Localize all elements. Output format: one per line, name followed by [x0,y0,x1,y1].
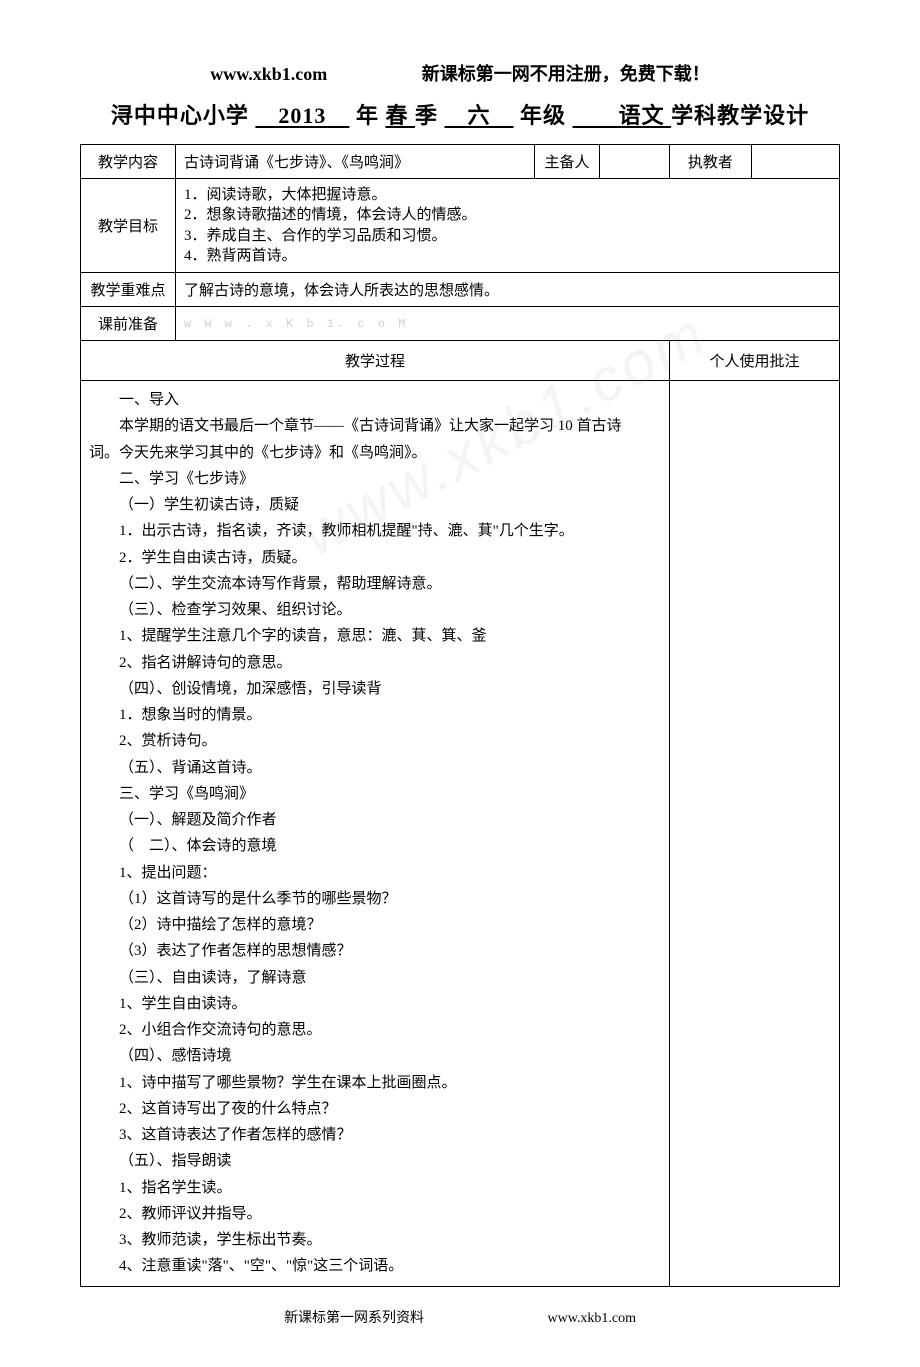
teacher-value [751,145,839,179]
header-url: www.xkb1.com [210,64,327,85]
content-row: 教学内容 古诗词背诵《七步诗》、《鸟鸣涧》 主备人 执教者 [81,145,840,179]
body-line: （一）学生初读古诗，质疑 [89,492,661,518]
notes-body [670,381,840,1287]
body-line: 1、学生自由读诗。 [89,991,661,1017]
body-line: （三）、自由读诗，了解诗意 [89,965,661,991]
page-footer: 新课标第一网系列资料 www.xkb1.com [80,1307,840,1327]
page-header: www.xkb1.com 新课标第一网不用注册，免费下载！ [80,60,840,86]
body-line: （四）、感悟诗境 [89,1043,661,1069]
body-line: （ 二）、体会诗的意境 [89,833,661,859]
body-line: 2、赏析诗句。 [89,728,661,754]
body-line: 4、注意重读"落"、"空"、"惊"这三个词语。 [89,1253,661,1279]
process-label: 教学过程 [81,341,670,381]
goals-value: 1．阅读诗歌，大体把握诗意。2．想象诗歌描述的情境，体会诗人的情感。3．养成自主… [176,179,840,273]
body-line: （五）、背诵这首诗。 [89,755,661,781]
footer-left: 新课标第一网系列资料 [284,1307,424,1327]
goals-line: 3．养成自主、合作的学习品质和习惯。 [184,226,831,246]
title-grade-suffix: 年级 [520,103,566,128]
body-line: 二、学习《七步诗》 [89,466,661,492]
difficulty-value: 了解古诗的意境，体会诗人所表达的思想感情。 [176,273,840,307]
body-line: （二）、学生交流本诗写作背景，帮助理解诗意。 [89,571,661,597]
title-subject: 语文 [619,103,665,128]
body-line: 三、学习《鸟鸣涧》 [89,781,661,807]
body-line: 1．想象当时的情景。 [89,702,661,728]
goals-line: 1．阅读诗歌，大体把握诗意。 [184,185,831,205]
body-line: 本学期的语文书最后一个章节——《古诗词背诵》让大家一起学习 10 首古诗 [89,413,661,439]
teacher-label: 执教者 [670,145,752,179]
title-year: 2013 [278,103,326,128]
prep-row: 课前准备 w W w . x K b 1. c o M [81,307,840,341]
body-line: 1．出示古诗，指名读，齐读，教师相机提醒"持、漉、萁"几个生字。 [89,518,661,544]
title-season: 春 [385,103,408,128]
difficulty-label: 教学重难点 [81,273,176,307]
lesson-plan-table: 教学内容 古诗词背诵《七步诗》、《鸟鸣涧》 主备人 执教者 教学目标 1．阅读诗… [80,144,840,1287]
goals-label: 教学目标 [81,179,176,273]
preparer-value [600,145,670,179]
body-line: 1、提出问题： [89,860,661,886]
goals-row: 教学目标 1．阅读诗歌，大体把握诗意。2．想象诗歌描述的情境，体会诗人的情感。3… [81,179,840,273]
body-line: 1、诗中描写了哪些景物？学生在课本上批画圈点。 [89,1070,661,1096]
content-value: 古诗词背诵《七步诗》、《鸟鸣涧》 [176,145,535,179]
body-line: 1、指名学生读。 [89,1175,661,1201]
preparer-label: 主备人 [535,145,600,179]
body-line: 2．学生自由读古诗，质疑。 [89,545,661,571]
body-line: 一、导入 [89,387,661,413]
body-line: （三）、检查学习效果、组织讨论。 [89,597,661,623]
prep-label: 课前准备 [81,307,176,341]
process-header-row: 教学过程 个人使用批注 [81,341,840,381]
title-grade: 六 [468,103,491,128]
goals-line: 2．想象诗歌描述的情境，体会诗人的情感。 [184,205,831,225]
notes-label: 个人使用批注 [670,341,840,381]
body-line: （五）、指导朗读 [89,1148,661,1174]
body-line: 2、教师评议并指导。 [89,1201,661,1227]
title-season-suffix: 季 [415,103,438,128]
body-line: 2、这首诗写出了夜的什么特点？ [89,1096,661,1122]
body-row: www.xkb1.com 一、导入本学期的语文书最后一个章节——《古诗词背诵》让… [81,381,840,1287]
title-subject-suffix: 学科教学设计 [671,103,809,128]
body-line: 3、教师范读，学生标出节奏。 [89,1227,661,1253]
body-line: 2、指名讲解诗句的意思。 [89,650,661,676]
footer-right: www.xkb1.com [547,1311,636,1327]
header-slogan: 新课标第一网不用注册，免费下载！ [422,64,710,84]
goals-line: 4．熟背两首诗。 [184,246,831,266]
body-line: 3、这首诗表达了作者怎样的感情？ [89,1122,661,1148]
body-line: （3）表达了作者怎样的思想情感？ [89,938,661,964]
difficulty-row: 教学重难点 了解古诗的意境，体会诗人所表达的思想感情。 [81,273,840,307]
title-year-suffix: 年 [356,103,379,128]
prep-value: w W w . x K b 1. c o M [176,307,840,341]
content-label: 教学内容 [81,145,176,179]
body-line: 词。今天先来学习其中的《七步诗》和《鸟鸣涧》。 [89,440,661,466]
document-title: 浔中中心小学 2013 年 春 季 六 年级 语文 学科教学设计 [80,98,840,130]
title-school: 浔中中心小学 [111,103,249,128]
body-line: 1、提醒学生注意几个字的读音，意思：漉、萁、箕、釜 [89,623,661,649]
body-line: 2、小组合作交流诗句的意思。 [89,1017,661,1043]
process-body: www.xkb1.com 一、导入本学期的语文书最后一个章节——《古诗词背诵》让… [81,381,670,1287]
body-line: （四）、创设情境，加深感悟，引导读背 [89,676,661,702]
body-line: （一）、解题及简介作者 [89,807,661,833]
body-line: （1）这首诗写的是什么季节的哪些景物？ [89,886,661,912]
body-line: （2）诗中描绘了怎样的意境？ [89,912,661,938]
